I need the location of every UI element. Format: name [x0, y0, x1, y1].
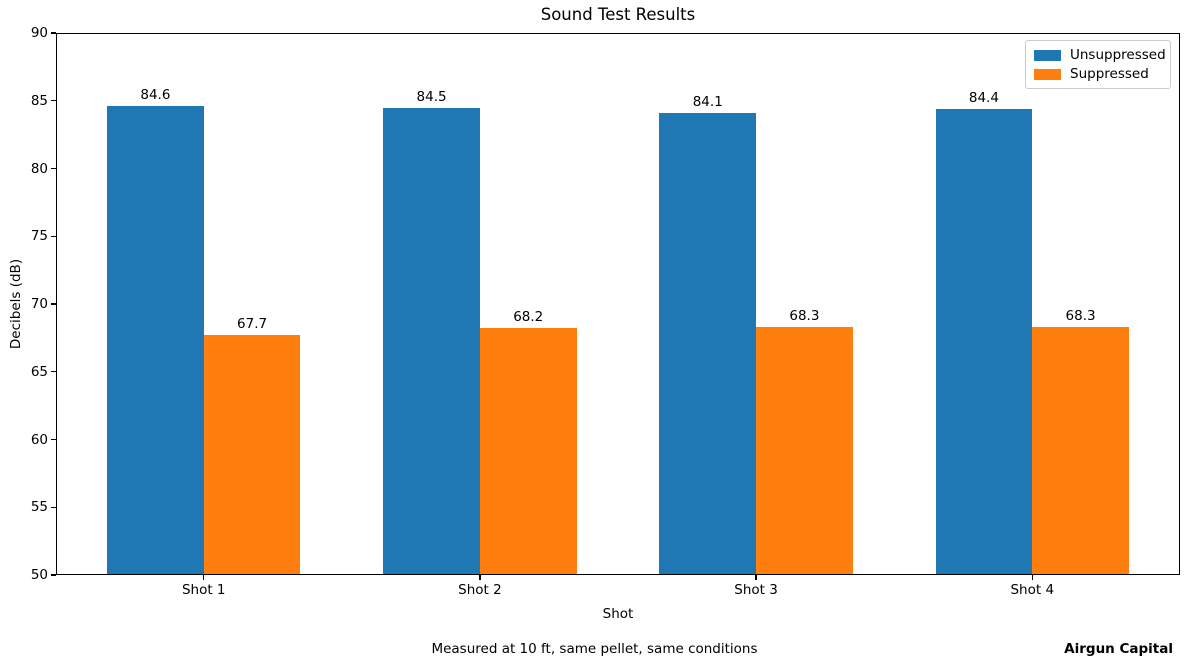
bar-unsuppressed-shot-4: [935, 108, 1033, 574]
y-tick-mark: [51, 100, 56, 102]
x-tick-label: Shot 4: [1010, 582, 1055, 598]
y-tick-label: 85: [30, 92, 48, 109]
chart-title: Sound Test Results: [540, 5, 696, 24]
legend-item-unsuppressed: Unsuppressed: [1034, 47, 1166, 63]
bar-value-label: 84.4: [968, 89, 999, 106]
y-tick-label: 75: [30, 228, 48, 245]
y-tick-mark: [51, 438, 56, 441]
bar-value-label: 68.3: [1065, 308, 1096, 325]
legend: Unsuppressed Suppressed: [1025, 40, 1171, 89]
y-tick-label: 55: [30, 499, 48, 516]
x-tick-label: Shot 2: [458, 582, 502, 598]
y-tick-mark: [51, 506, 56, 508]
bar-suppressed-shot-3: [756, 327, 853, 574]
bar-suppressed-shot-4: [1032, 327, 1129, 574]
bar-unsuppressed-shot-2: [383, 107, 480, 574]
bar-value-label: 68.3: [789, 308, 820, 325]
y-tick-mark: [51, 235, 56, 237]
y-tick-label: 90: [30, 25, 48, 41]
x-axis-label: Shot: [602, 606, 634, 622]
bar-value-label: 68.2: [513, 309, 544, 326]
bar-value-label: 84.1: [692, 93, 723, 110]
y-tick-mark: [51, 303, 56, 305]
x-tick-label: Shot 3: [734, 582, 778, 598]
bar-value-label: 84.6: [140, 87, 171, 104]
y-tick-label: 70: [30, 296, 48, 312]
footer-brand: Airgun Capital: [1064, 641, 1173, 657]
x-tick-mark: [203, 575, 205, 580]
x-tick-mark: [755, 575, 757, 580]
bar-unsuppressed-shot-3: [659, 112, 757, 574]
suppressed-swatch-icon: [1034, 68, 1061, 80]
y-tick-mark: [51, 167, 56, 170]
bar-value-label: 84.5: [416, 88, 447, 105]
footer-note: Measured at 10 ft, same pellet, same con…: [431, 641, 758, 657]
y-tick-label: 65: [30, 363, 48, 380]
legend-label: Unsuppressed: [1070, 47, 1166, 63]
unsuppressed-swatch-icon: [1034, 49, 1061, 61]
bar-value-label: 67.7: [237, 316, 268, 333]
bar-suppressed-shot-2: [479, 328, 577, 574]
bar-suppressed-shot-1: [203, 335, 301, 574]
x-tick-mark: [479, 575, 481, 580]
bar-unsuppressed-shot-1: [107, 106, 204, 574]
y-tick-mark: [51, 574, 56, 576]
y-tick-mark: [51, 371, 56, 373]
y-tick-label: 50: [30, 567, 48, 583]
y-tick-label: 60: [30, 431, 48, 448]
legend-label: Suppressed: [1070, 66, 1149, 82]
y-tick-label: 80: [30, 160, 48, 177]
x-tick-label: Shot 1: [181, 582, 226, 598]
y-tick-mark: [51, 32, 56, 34]
legend-item-suppressed: Suppressed: [1034, 66, 1161, 82]
x-tick-mark: [1031, 575, 1033, 580]
